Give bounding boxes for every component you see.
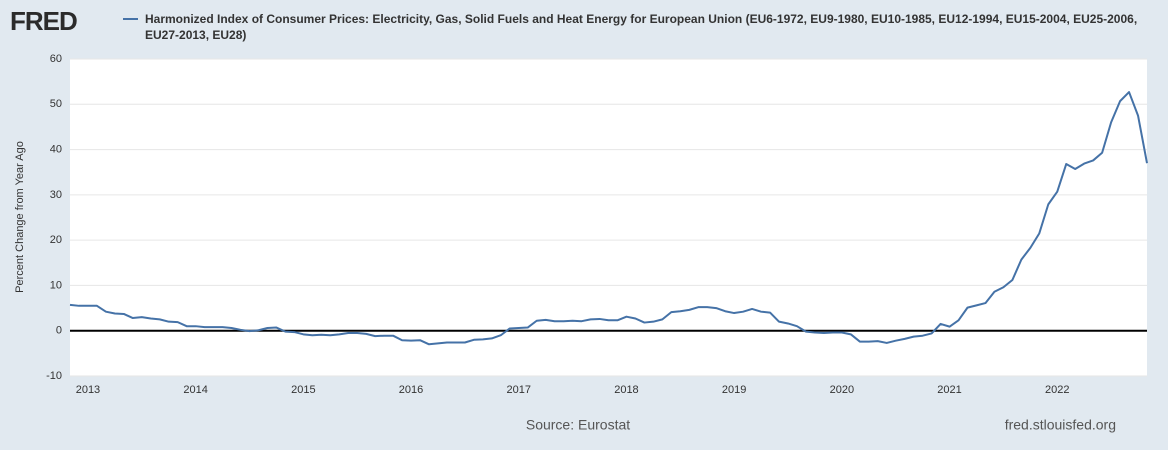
y-tick-label: 60	[50, 53, 62, 65]
y-tick-label: 0	[56, 325, 62, 337]
x-tick-label: 2014	[183, 384, 207, 396]
x-tick-label: 2017	[507, 384, 531, 396]
plot-area	[70, 59, 1147, 376]
y-tick-label: 50	[50, 98, 62, 110]
x-tick-label: 2020	[830, 384, 854, 396]
x-tick-label: 2019	[722, 384, 746, 396]
y-tick-label: 10	[50, 279, 62, 291]
x-tick-label: 2018	[614, 384, 638, 396]
y-tick-label: 20	[50, 234, 62, 246]
data-line	[69, 91, 1148, 346]
x-tick-label: 2021	[937, 384, 961, 396]
x-tick-label: 2013	[76, 384, 100, 396]
x-tick-label: 2016	[399, 384, 423, 396]
x-tick-label: 2022	[1045, 384, 1069, 396]
source: Source: Eurostat	[526, 417, 630, 433]
logo[interactable]: FRED	[10, 6, 78, 36]
legend-label: Harmonized Index of Consumer Prices: Ele…	[145, 12, 1138, 42]
site: fred.stlouisfed.org	[1005, 417, 1116, 433]
y-axis-label: Percent Change from Year Ago	[14, 141, 26, 293]
y-tick-label: 40	[50, 143, 62, 155]
y-tick-label: 30	[50, 189, 62, 201]
legend-key	[123, 18, 138, 20]
y-tick-label: -10	[46, 370, 62, 382]
x-tick-label: 2015	[291, 384, 315, 396]
